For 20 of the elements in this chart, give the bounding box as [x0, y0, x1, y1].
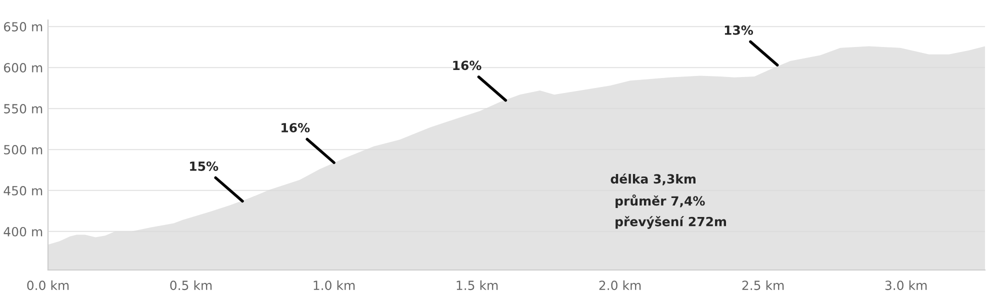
y-tick-label: 400 m [4, 226, 42, 236]
annotation: 13% [724, 25, 754, 35]
x-tick-label: 0.5 km [170, 280, 212, 290]
y-tick-label: 650 m [4, 22, 42, 32]
annotation: délka 3,3km [610, 173, 696, 186]
annotation: 16% [453, 60, 482, 70]
x-tick-label: 1.0 km [314, 280, 355, 290]
x-tick-label: 2.0 km [599, 280, 641, 290]
annotation: průměr 7,4% [616, 194, 705, 208]
annotation: 16% [282, 122, 310, 132]
annotation: 15% [190, 161, 218, 171]
annotation: převýšení 272m [616, 216, 726, 229]
y-tick-label: 600 m [4, 63, 42, 72]
x-tick-label: 0.0 km [27, 280, 69, 290]
x-tick-label: 1.5 km [456, 280, 498, 290]
x-tick-label: 3.0 km [885, 280, 927, 290]
y-tick-label: 550 m [4, 104, 42, 114]
y-tick-label: 450 m [4, 186, 42, 196]
x-tick-label: 2.5 km [742, 280, 784, 290]
y-tick-label: 500 m [4, 144, 42, 154]
